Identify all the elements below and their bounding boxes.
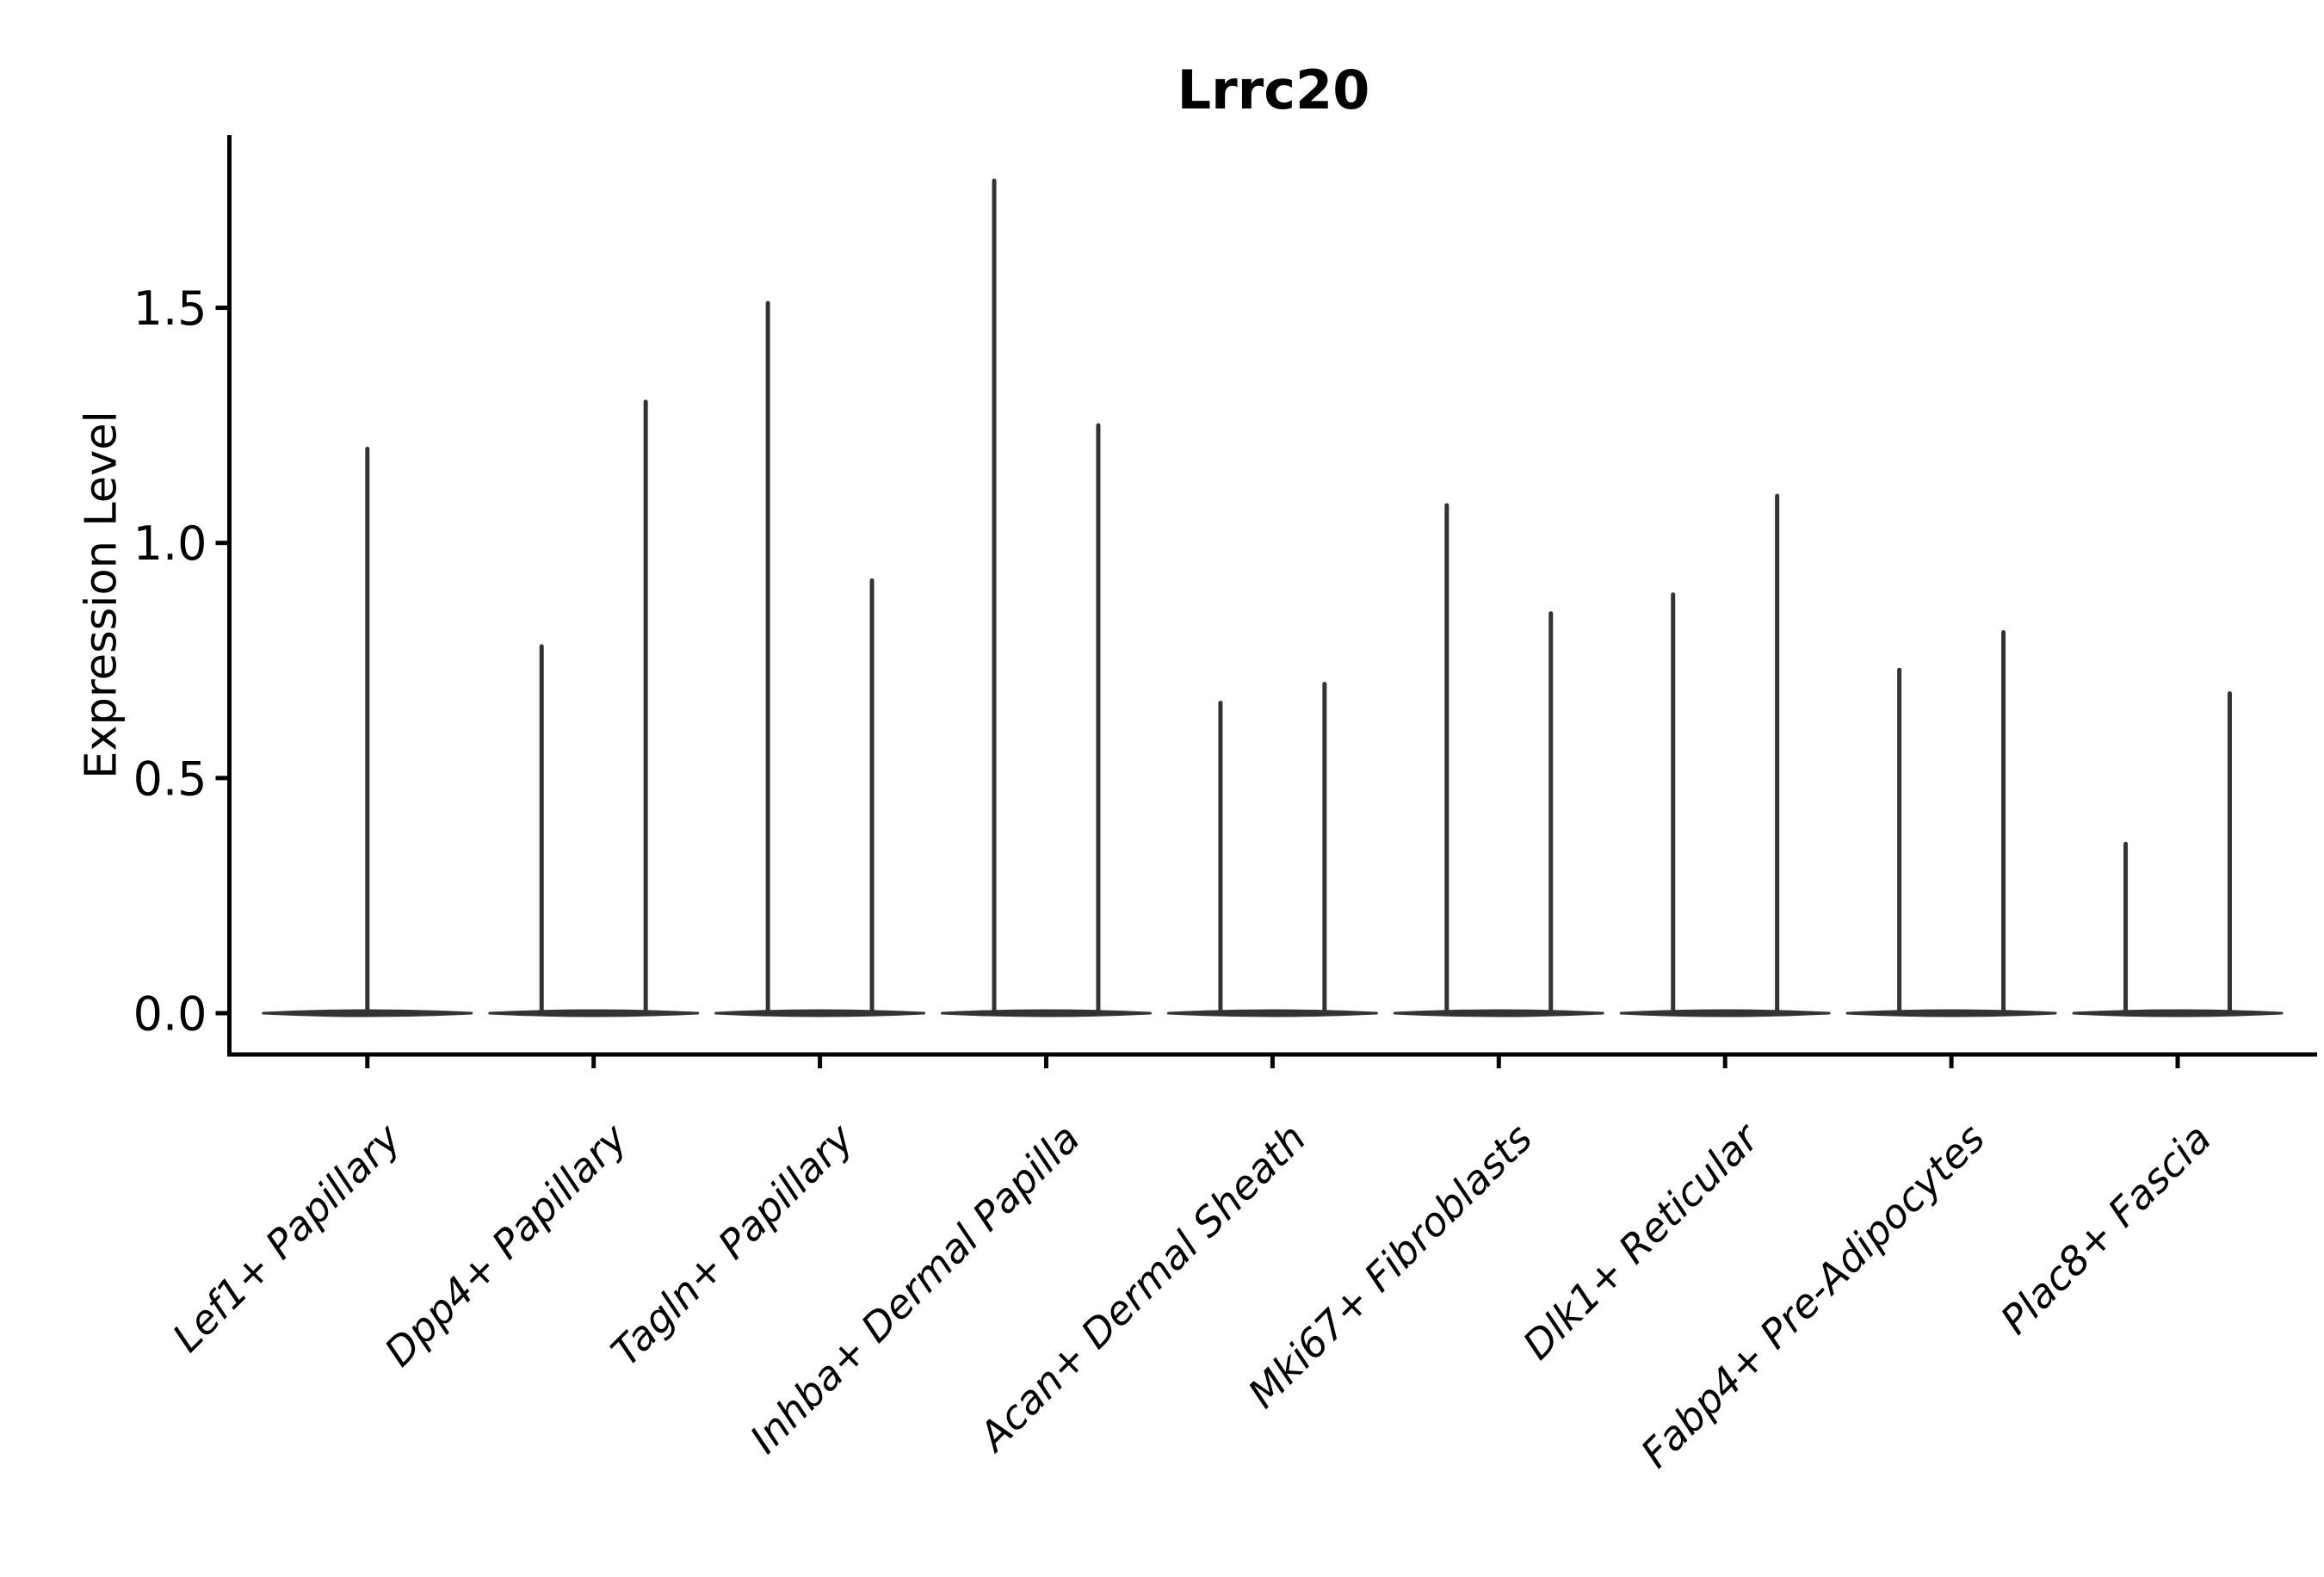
violin-base <box>1619 1009 1831 1017</box>
y-tick-label: 1.5 <box>133 281 207 336</box>
violin-lef1-papillary <box>262 446 473 1017</box>
violin-base <box>488 1009 700 1017</box>
violin-base <box>714 1009 926 1017</box>
x-tick-label-plac8-fascia: Plac8+ Fascia <box>1992 1115 2220 1343</box>
y-tick-label: 0.0 <box>133 986 207 1041</box>
x-tick-label-dpp4-papillary: Dpp4+ Papillary <box>375 1114 636 1375</box>
violin-acan-dermal-sheath <box>1166 682 1378 1017</box>
violin-inhba-dermal-papilla <box>941 178 1152 1017</box>
violin-tagln-papillary <box>714 300 926 1017</box>
violin-base <box>1393 1009 1604 1017</box>
violin-base <box>2072 1009 2284 1017</box>
violin-base <box>941 1009 1152 1017</box>
x-tick-label-tagln-papillary: Tagln+ Papillary <box>602 1114 862 1375</box>
violin-mki67-fibroblasts <box>1393 503 1604 1017</box>
violin-dlk1-reticular <box>1619 493 1831 1017</box>
violin-dpp4-papillary <box>488 399 700 1017</box>
violin-base <box>1845 1009 2057 1017</box>
x-tick-label-lef1-papillary: Lef1+ Papillary <box>164 1114 410 1360</box>
violin-plac8-fascia <box>2072 691 2284 1017</box>
violin-base <box>1166 1009 1378 1017</box>
chart-title: Lrrc20 <box>1177 59 1370 121</box>
violin-fabp4-pre-adipocytes <box>1845 629 2057 1017</box>
x-tick-label-dlk1-reticular: Dlk1+ Reticular <box>1514 1113 1770 1369</box>
violin-plot-figure: Lrrc20 Expression Level 0.0 0.5 1.0 1.5 Lef1… <box>34 14 2324 1563</box>
y-tick-label: 1.0 <box>133 516 207 571</box>
y-tick-label: 0.5 <box>133 751 207 806</box>
